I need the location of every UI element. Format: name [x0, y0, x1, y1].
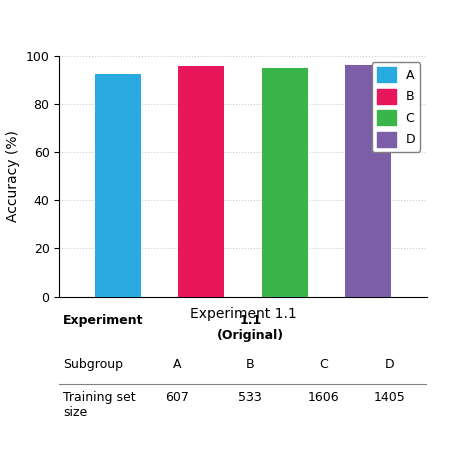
Legend: A, B, C, D: A, B, C, D	[372, 62, 420, 152]
X-axis label: Experiment 1.1: Experiment 1.1	[190, 307, 296, 321]
Text: D: D	[385, 358, 395, 371]
Y-axis label: Accuracy (%): Accuracy (%)	[6, 130, 20, 222]
Text: C: C	[319, 358, 328, 371]
Text: 533: 533	[238, 391, 262, 404]
Bar	[262, 69, 308, 296]
Text: 607: 607	[165, 391, 189, 404]
Bar	[345, 65, 391, 296]
Text: A: A	[173, 358, 181, 371]
Text: 1606: 1606	[308, 391, 339, 404]
Text: Experiment: Experiment	[63, 314, 144, 327]
Bar	[95, 74, 141, 296]
Text: 1.1
(Original): 1.1 (Original)	[217, 314, 284, 342]
Text: 1405: 1405	[374, 391, 406, 404]
Text: Subgroup: Subgroup	[63, 358, 123, 371]
Text: Training set
size: Training set size	[63, 391, 136, 418]
Bar	[178, 66, 224, 296]
Text: B: B	[246, 358, 255, 371]
